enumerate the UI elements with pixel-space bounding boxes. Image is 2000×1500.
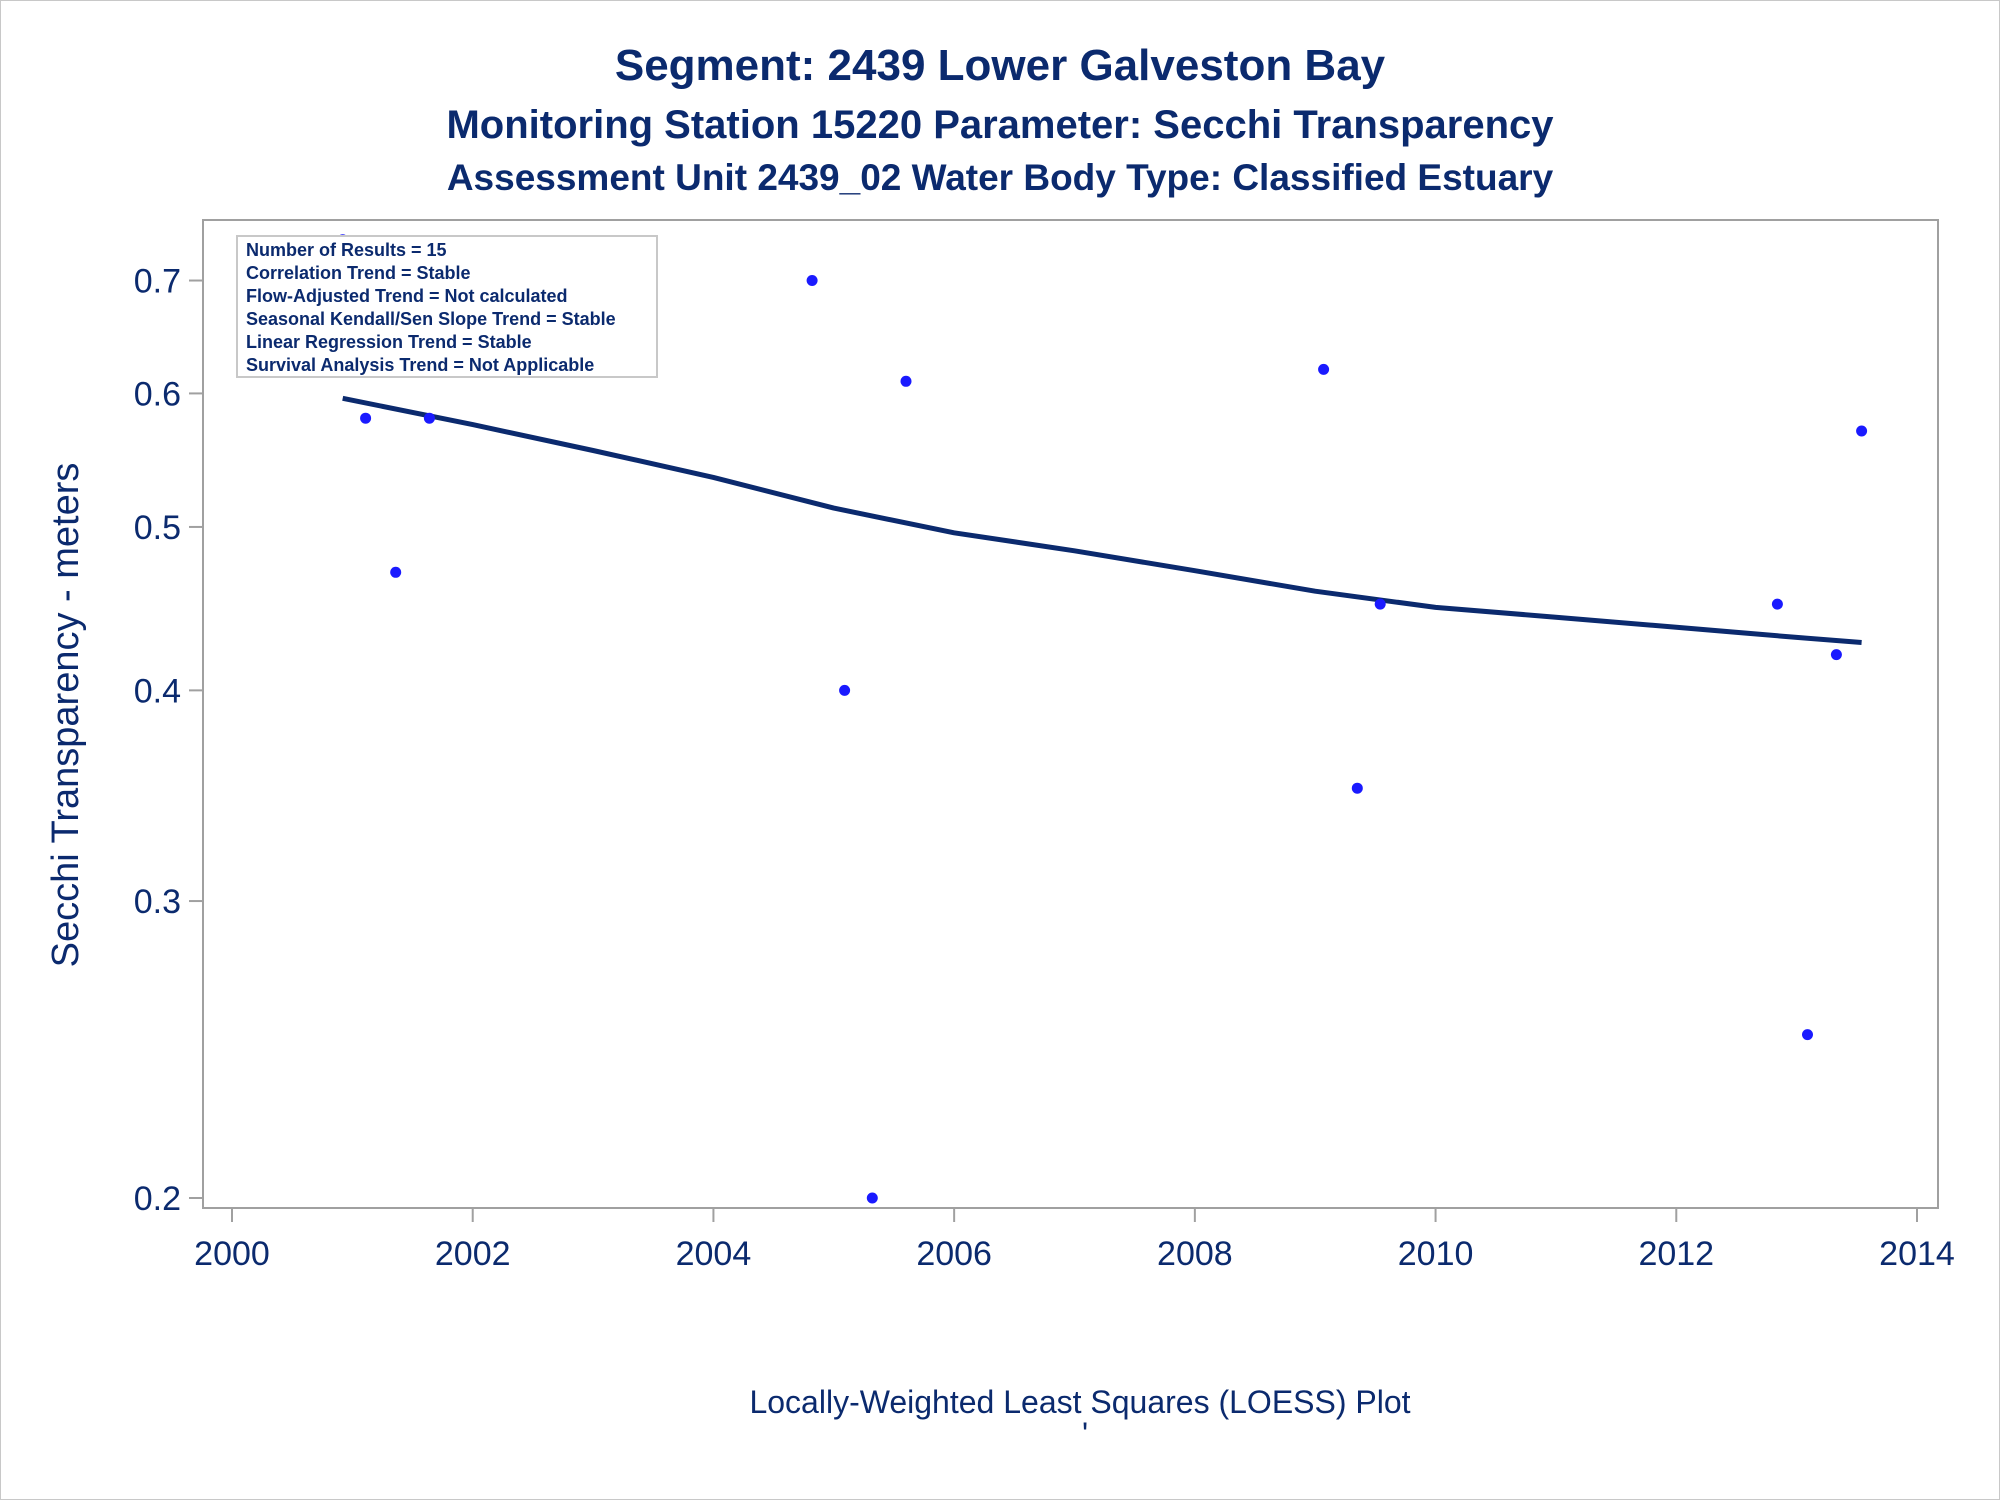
stat-correlation-trend: Correlation Trend = Stable <box>246 263 471 283</box>
y-tick-label: 0.6 <box>134 375 181 413</box>
chart-subtitle-assessment: Assessment Unit 2439_02 Water Body Type:… <box>447 157 1554 198</box>
data-point <box>1856 425 1868 437</box>
data-point <box>1351 782 1363 794</box>
x-tick-label: 2006 <box>916 1235 992 1273</box>
x-axis: 2000 2002 2004 2006 2008 2010 2012 2014 <box>194 1208 1955 1273</box>
y-axis-title: Secchi Transparency - meters <box>45 463 87 968</box>
x-tick-label: 2002 <box>435 1235 511 1273</box>
stat-seasonal-kendall-trend: Seasonal Kendall/Sen Slope Trend = Stabl… <box>246 309 616 329</box>
x-tick-label: 2012 <box>1638 1235 1714 1273</box>
data-point <box>423 412 435 424</box>
data-point <box>360 412 372 424</box>
stat-flow-adjusted-trend: Flow-Adjusted Trend = Not calculated <box>246 286 568 306</box>
points-layer <box>337 234 1868 1204</box>
x-tick-label: 2014 <box>1879 1235 1955 1273</box>
stats-box: Number of Results = 15 Correlation Trend… <box>236 235 658 378</box>
x-tick-label: 2008 <box>1157 1235 1233 1273</box>
chart-title: Segment: 2439 Lower Galveston Bay <box>615 41 1386 90</box>
data-point <box>1318 363 1330 375</box>
y-tick-label: 0.4 <box>134 672 181 710</box>
footnote: Locally-Weighted Least Squares (LOESS) P… <box>749 1384 1410 1420</box>
footnote-mark: ' <box>1082 1416 1088 1452</box>
data-point <box>390 566 402 578</box>
data-point <box>806 275 818 286</box>
stat-linear-regression-trend: Linear Regression Trend = Stable <box>246 332 532 352</box>
data-point <box>1771 598 1783 610</box>
loess-layer <box>342 395 1862 645</box>
chart-subtitle-station: Monitoring Station 15220 Parameter: Secc… <box>446 103 1554 147</box>
stat-number-of-results: Number of Results = 15 <box>246 240 447 260</box>
x-tick-label: 2004 <box>676 1235 752 1273</box>
y-axis: 0.2 0.3 0.4 0.5 0.6 0.7 <box>134 263 203 1218</box>
plot-area <box>202 219 1939 1209</box>
data-point <box>900 375 912 387</box>
stat-survival-analysis-trend: Survival Analysis Trend = Not Applicable <box>246 355 594 375</box>
data-point <box>1830 649 1842 661</box>
data-point <box>866 1192 878 1204</box>
x-tick-label: 2010 <box>1398 1235 1474 1273</box>
data-point <box>839 684 851 696</box>
y-tick-label: 0.3 <box>134 883 181 921</box>
data-point <box>1374 598 1386 610</box>
y-tick-label: 0.7 <box>134 263 181 301</box>
x-tick-label: 2000 <box>194 1235 270 1273</box>
y-tick-label: 0.5 <box>134 509 181 547</box>
data-point <box>1802 1029 1813 1041</box>
y-tick-label: 0.2 <box>134 1180 181 1218</box>
loess-line <box>342 395 1862 645</box>
stats-box-frame <box>236 235 658 378</box>
